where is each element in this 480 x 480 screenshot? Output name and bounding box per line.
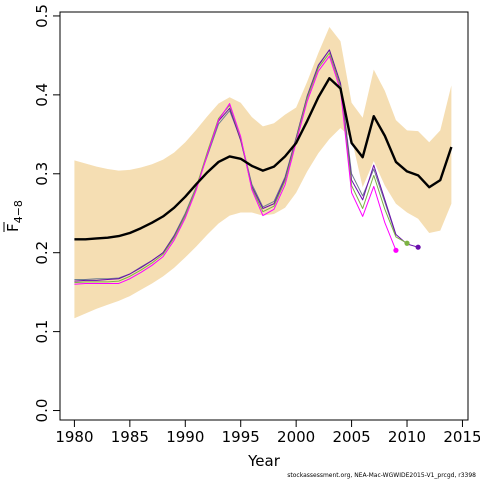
y-axis-title-subscript: 4−8 — [12, 200, 25, 223]
y-axis: 0.0 0.1 0.2 0.3 0.4 0.5 — [33, 4, 60, 422]
y-axis-title-main: F — [4, 223, 22, 232]
y-tick-label: 0.5 — [33, 4, 51, 28]
retro-line-1 — [74, 55, 397, 285]
x-tick-label: 2005 — [332, 428, 370, 446]
terminal-point-2 — [404, 240, 410, 246]
y-tick-label: 0.4 — [33, 83, 51, 107]
y-axis-title: F4−8 — [3, 200, 25, 232]
terminal-point-3 — [415, 244, 421, 250]
terminal-point-1 — [393, 247, 399, 253]
estimate-line — [74, 77, 453, 241]
x-tick-label: 2015 — [443, 428, 480, 446]
x-axis: 1980 1985 1990 1995 2000 2005 2010 2015 — [55, 420, 480, 446]
confidence-band — [74, 26, 452, 319]
y-tick-label: 0.2 — [33, 241, 51, 265]
x-tick-label: 2010 — [388, 428, 426, 446]
confidence-band-layer — [74, 26, 452, 319]
x-tick-label: 1980 — [55, 428, 93, 446]
x-axis-title: Year — [247, 452, 281, 470]
y-axis-title-text: F4−8 — [4, 200, 25, 232]
x-tick-label: 1990 — [166, 428, 204, 446]
y-tick-label: 0.3 — [33, 162, 51, 186]
x-tick-label: 1985 — [111, 428, 149, 446]
series-layer — [74, 49, 453, 285]
plot-frame — [59, 11, 469, 421]
y-tick-label: 0.0 — [33, 399, 51, 423]
terminal-points-layer — [393, 240, 421, 253]
y-tick-label: 0.1 — [33, 320, 51, 344]
footer-credit: stockassessment.org, NEA-Mac-WGWIDE2015-… — [287, 472, 476, 479]
x-tick-label: 2000 — [277, 428, 315, 446]
x-tick-label: 1995 — [222, 428, 260, 446]
